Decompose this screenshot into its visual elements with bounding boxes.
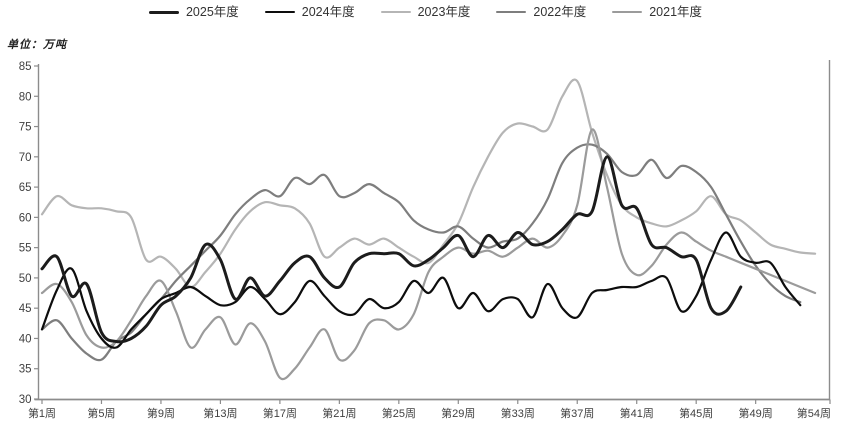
series-line-2021年度 <box>40 128 817 381</box>
y-tick-label: 80 <box>19 91 32 103</box>
x-tick-label: 第41周 <box>620 406 654 420</box>
legend-item-2024年度[interactable]: 2024年度 <box>264 5 355 19</box>
y-tick-label: 70 <box>19 152 32 164</box>
x-tick-label: 第37周 <box>560 406 594 420</box>
legend-item-2025年度[interactable]: 2025年度 <box>148 5 239 19</box>
legend-line-swatch <box>264 11 295 14</box>
unit-label: 单位：万吨 <box>7 39 67 51</box>
legend-label: 2023年度 <box>417 5 471 19</box>
x-tick-label: 第49周 <box>739 406 773 420</box>
x-tick-label: 第17周 <box>263 406 297 420</box>
y-tick-label: 40 <box>19 333 32 345</box>
series-line-2023年度 <box>40 78 817 289</box>
x-tick-label: 第45周 <box>679 406 713 420</box>
y-tick-label: 45 <box>19 303 32 315</box>
y-tick-label: 30 <box>19 394 32 406</box>
y-tick-label: 60 <box>19 212 32 224</box>
y-tick-label: 85 <box>19 61 32 73</box>
chart-legend: 2025年度 2024年度 2023年度 2022年度 2021年度 <box>0 6 851 19</box>
y-tick-label: 75 <box>19 122 32 134</box>
legend-label: 2024年度 <box>301 5 355 19</box>
legend-item-2021年度[interactable]: 2021年度 <box>612 6 702 19</box>
y-tick-label: 55 <box>19 243 32 255</box>
x-tick-label: 第9周 <box>147 406 175 420</box>
y-tick-label: 65 <box>19 182 32 194</box>
series-line-2024年度 <box>40 231 802 349</box>
legend-label: 2022年度 <box>533 5 587 19</box>
x-tick-label: 第5周 <box>87 406 115 420</box>
legend-item-2022年度[interactable]: 2022年度 <box>496 6 586 19</box>
x-tick-label: 第29周 <box>441 406 475 420</box>
legend-line-swatch <box>148 10 179 14</box>
y-tick-label: 50 <box>19 273 32 285</box>
legend-line-swatch <box>496 11 527 14</box>
x-tick-label: 第21周 <box>322 406 356 420</box>
x-tick-label: 第54周 <box>797 406 831 420</box>
legend-line-swatch <box>612 11 643 14</box>
series-line-2022年度 <box>40 143 802 362</box>
y-tick-label: 35 <box>19 364 32 376</box>
series-line-2025年度 <box>40 155 743 344</box>
x-tick-label: 第25周 <box>382 406 416 420</box>
x-tick-label: 第13周 <box>203 406 237 420</box>
legend-line-swatch <box>380 11 411 14</box>
legend-label: 2025年度 <box>185 5 239 19</box>
legend-label: 2021年度 <box>649 5 703 19</box>
legend-item-2023年度[interactable]: 2023年度 <box>380 5 471 19</box>
x-tick-label: 第1周 <box>28 406 56 420</box>
x-tick-label: 第33周 <box>501 406 535 420</box>
